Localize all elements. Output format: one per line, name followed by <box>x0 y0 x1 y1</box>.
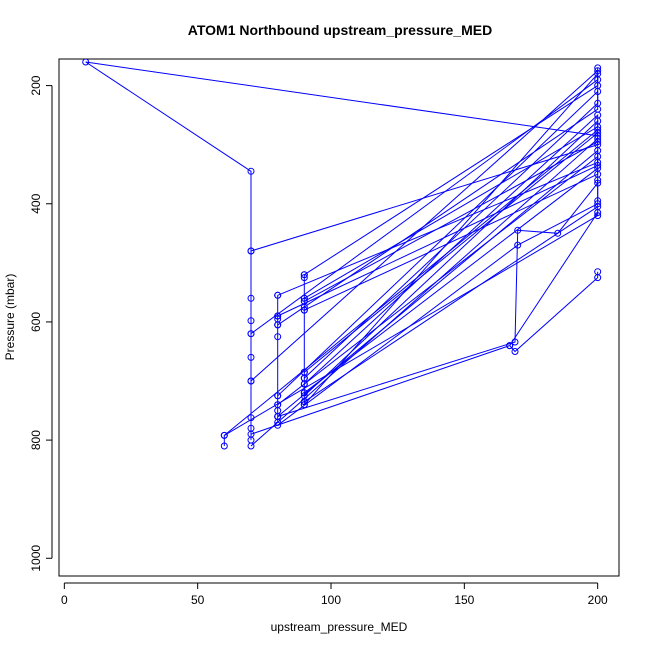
series-line <box>303 131 599 373</box>
series-line <box>277 90 599 397</box>
data-point <box>247 247 255 255</box>
data-point <box>300 368 308 376</box>
series-12 <box>506 268 602 355</box>
data-point <box>274 291 282 299</box>
y-axis: 200 400 600 800 1000 <box>29 75 53 572</box>
series-19 <box>300 117 602 400</box>
y-tick-label: 200 <box>29 75 43 95</box>
data-point <box>220 431 228 439</box>
data-point <box>274 421 282 429</box>
data-point <box>82 59 90 66</box>
series-9 <box>300 203 602 406</box>
series-16 <box>300 129 602 376</box>
data-point <box>506 342 514 350</box>
series-line <box>277 182 599 417</box>
series-5 <box>274 200 602 429</box>
series-20 <box>274 88 602 400</box>
x-tick-label: 50 <box>191 593 205 607</box>
plot-frame <box>58 58 620 577</box>
data-point <box>594 212 602 220</box>
chart-title: ATOM1 Northbound upstream_pressure_MED <box>188 22 492 38</box>
plot-area <box>82 59 602 450</box>
x-axis: 0 50 100 150 200 <box>61 582 608 607</box>
y-tick-label: 1000 <box>29 545 43 572</box>
data-point <box>554 229 562 237</box>
data-point <box>274 413 282 420</box>
data-point <box>220 442 228 450</box>
data-point <box>514 226 522 234</box>
series-10 <box>300 164 602 397</box>
data-point <box>594 105 602 113</box>
series-13 <box>247 209 602 438</box>
data-point <box>274 401 282 409</box>
data-point <box>247 294 255 302</box>
y-tick-label: 400 <box>29 193 43 213</box>
data-point <box>300 297 308 305</box>
data-point <box>594 88 602 95</box>
data-point <box>274 321 282 329</box>
series-line <box>250 212 599 435</box>
x-tick-label: 0 <box>61 593 68 607</box>
data-point <box>511 348 519 355</box>
x-tick-label: 100 <box>321 593 341 607</box>
series-line <box>250 137 599 447</box>
y-tick-label: 800 <box>29 430 43 450</box>
data-point <box>247 430 255 438</box>
data-point <box>300 392 308 400</box>
y-tick-label: 600 <box>29 312 43 332</box>
data-point <box>247 377 255 385</box>
y-axis-label: Pressure (mbar) <box>3 274 17 361</box>
data-point <box>247 167 255 175</box>
series-line <box>509 271 599 353</box>
data-point <box>594 67 602 75</box>
data-point <box>247 442 255 450</box>
data-point <box>274 392 282 400</box>
series-line <box>304 206 598 403</box>
series-line <box>303 119 599 397</box>
series-line <box>85 61 599 446</box>
x-axis-label: upstream_pressure_MED <box>271 620 408 634</box>
data-point <box>247 330 255 338</box>
data-point <box>511 338 519 346</box>
x-tick-label: 150 <box>454 593 474 607</box>
data-point <box>594 197 602 205</box>
data-point <box>594 268 602 276</box>
series-8 <box>300 111 602 388</box>
data-point <box>594 117 602 125</box>
series-line <box>303 113 599 385</box>
data-point <box>247 317 255 325</box>
data-point <box>300 271 308 279</box>
data-point <box>594 76 602 84</box>
series-1 <box>82 59 602 450</box>
data-point <box>274 333 282 341</box>
x-tick-label: 200 <box>588 593 608 607</box>
data-point <box>247 353 255 361</box>
